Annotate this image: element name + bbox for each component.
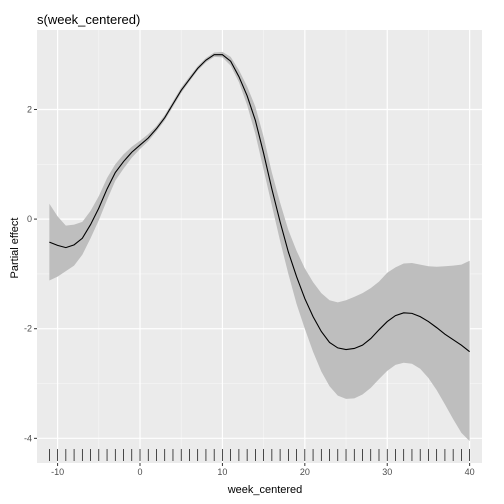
rug-marks — [49, 449, 470, 461]
x-tick-label: 10 — [217, 467, 227, 477]
y-axis-tick-labels: -4 -2 0 2 — [24, 104, 32, 443]
x-tick-label: -10 — [51, 467, 64, 477]
x-tick-label: 30 — [382, 467, 392, 477]
y-axis-ticks — [34, 108, 37, 439]
y-tick-label: 2 — [27, 104, 32, 114]
x-tick-label: 40 — [465, 467, 475, 477]
x-axis-ticks — [57, 463, 471, 466]
x-tick-label: 20 — [300, 467, 310, 477]
y-axis-title: Partial effect — [9, 218, 21, 279]
major-gridlines — [37, 30, 482, 463]
y-tick-label: 0 — [27, 214, 32, 224]
x-axis-tick-labels: -10 0 10 20 30 40 — [51, 467, 475, 477]
y-tick-label: -4 — [24, 433, 32, 443]
smooth-line — [49, 54, 470, 353]
x-tick-label: 0 — [138, 467, 143, 477]
x-axis-title: week_centered — [227, 484, 303, 496]
y-tick-label: -2 — [24, 324, 32, 334]
plot-panel — [37, 30, 482, 463]
chart-title: s(week_centered) — [37, 12, 140, 27]
